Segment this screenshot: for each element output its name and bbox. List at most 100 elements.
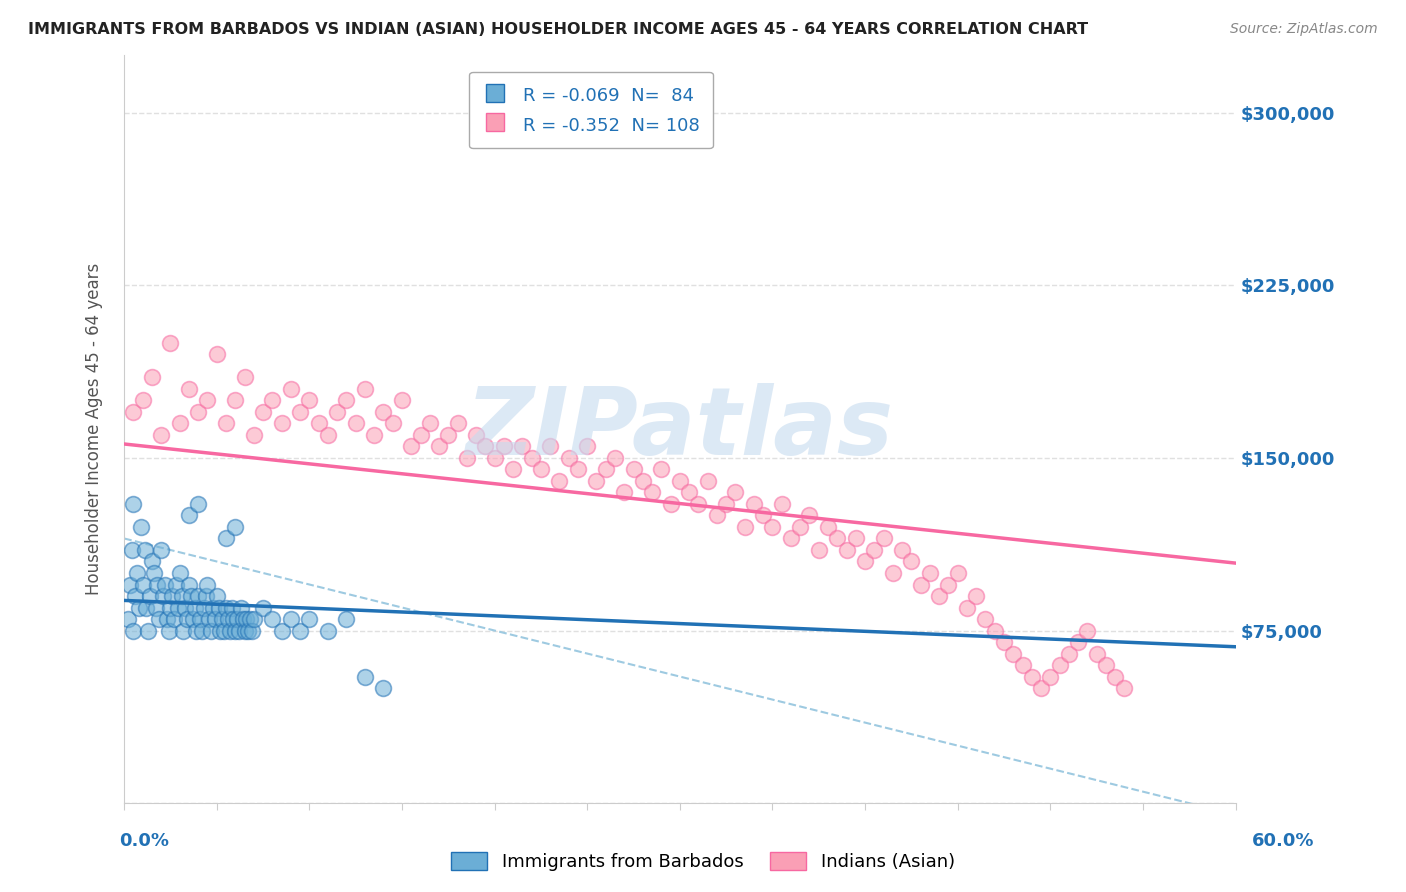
- Point: [221, 600, 243, 615]
- Point: [188, 612, 211, 626]
- Point: [118, 577, 141, 591]
- Point: [226, 612, 249, 626]
- Point: [688, 497, 710, 511]
- Point: [1002, 647, 1025, 661]
- Point: [965, 589, 987, 603]
- Point: [224, 520, 246, 534]
- Point: [409, 428, 432, 442]
- Point: [706, 508, 728, 523]
- Point: [200, 624, 222, 638]
- Point: [129, 520, 152, 534]
- Point: [169, 566, 191, 580]
- Y-axis label: Householder Income Ages 45 - 64 years: Householder Income Ages 45 - 64 years: [86, 263, 103, 595]
- Point: [156, 612, 179, 626]
- Point: [456, 450, 478, 465]
- Point: [262, 612, 284, 626]
- Point: [207, 600, 229, 615]
- Point: [148, 612, 170, 626]
- Point: [233, 624, 256, 638]
- Text: 60.0%: 60.0%: [1253, 831, 1315, 849]
- Point: [183, 600, 205, 615]
- Point: [863, 543, 886, 558]
- Point: [427, 439, 450, 453]
- Point: [252, 600, 274, 615]
- Point: [391, 393, 413, 408]
- Point: [162, 589, 184, 603]
- Legend: R = -0.069  N=  84, R = -0.352  N= 108: R = -0.069 N= 84, R = -0.352 N= 108: [470, 71, 713, 148]
- Point: [872, 532, 894, 546]
- Point: [780, 532, 803, 546]
- Point: [659, 497, 682, 511]
- Point: [502, 462, 524, 476]
- Legend: Immigrants from Barbados, Indians (Asian): Immigrants from Barbados, Indians (Asian…: [444, 845, 962, 879]
- Point: [1104, 669, 1126, 683]
- Point: [419, 417, 441, 431]
- Point: [1067, 635, 1090, 649]
- Point: [197, 393, 219, 408]
- Point: [121, 543, 143, 558]
- Point: [262, 393, 284, 408]
- Point: [177, 382, 200, 396]
- Point: [159, 335, 181, 350]
- Point: [373, 681, 395, 695]
- Point: [174, 600, 197, 615]
- Point: [186, 624, 208, 638]
- Point: [882, 566, 904, 580]
- Point: [1039, 669, 1062, 683]
- Point: [585, 474, 607, 488]
- Point: [224, 393, 246, 408]
- Point: [520, 450, 543, 465]
- Point: [252, 405, 274, 419]
- Point: [228, 624, 250, 638]
- Point: [128, 600, 150, 615]
- Point: [205, 589, 228, 603]
- Text: 0.0%: 0.0%: [120, 831, 170, 849]
- Point: [752, 508, 775, 523]
- Point: [669, 474, 692, 488]
- Point: [280, 612, 302, 626]
- Text: Source: ZipAtlas.com: Source: ZipAtlas.com: [1230, 22, 1378, 37]
- Point: [631, 474, 654, 488]
- Point: [373, 405, 395, 419]
- Point: [177, 577, 200, 591]
- Point: [650, 462, 672, 476]
- Point: [595, 462, 617, 476]
- Point: [150, 543, 173, 558]
- Point: [122, 405, 145, 419]
- Point: [177, 508, 200, 523]
- Point: [770, 497, 793, 511]
- Point: [891, 543, 914, 558]
- Point: [335, 612, 357, 626]
- Point: [835, 543, 858, 558]
- Text: IMMIGRANTS FROM BARBADOS VS INDIAN (ASIAN) HOUSEHOLDER INCOME AGES 45 - 64 YEARS: IMMIGRANTS FROM BARBADOS VS INDIAN (ASIA…: [28, 22, 1088, 37]
- Point: [127, 566, 149, 580]
- Point: [381, 417, 404, 431]
- Point: [900, 554, 922, 568]
- Point: [215, 600, 238, 615]
- Point: [172, 624, 194, 638]
- Point: [1049, 658, 1071, 673]
- Point: [853, 554, 876, 568]
- Point: [141, 554, 163, 568]
- Point: [484, 450, 506, 465]
- Point: [316, 624, 339, 638]
- Point: [956, 600, 979, 615]
- Point: [187, 497, 209, 511]
- Point: [354, 669, 377, 683]
- Point: [224, 624, 246, 638]
- Point: [135, 600, 157, 615]
- Point: [613, 485, 636, 500]
- Point: [742, 497, 765, 511]
- Point: [202, 600, 225, 615]
- Point: [910, 577, 932, 591]
- Point: [492, 439, 515, 453]
- Point: [354, 382, 377, 396]
- Point: [215, 417, 238, 431]
- Point: [678, 485, 700, 500]
- Point: [363, 428, 385, 442]
- Text: ZIPatlas: ZIPatlas: [465, 384, 894, 475]
- Point: [204, 612, 226, 626]
- Point: [974, 612, 997, 626]
- Point: [136, 624, 159, 638]
- Point: [124, 589, 146, 603]
